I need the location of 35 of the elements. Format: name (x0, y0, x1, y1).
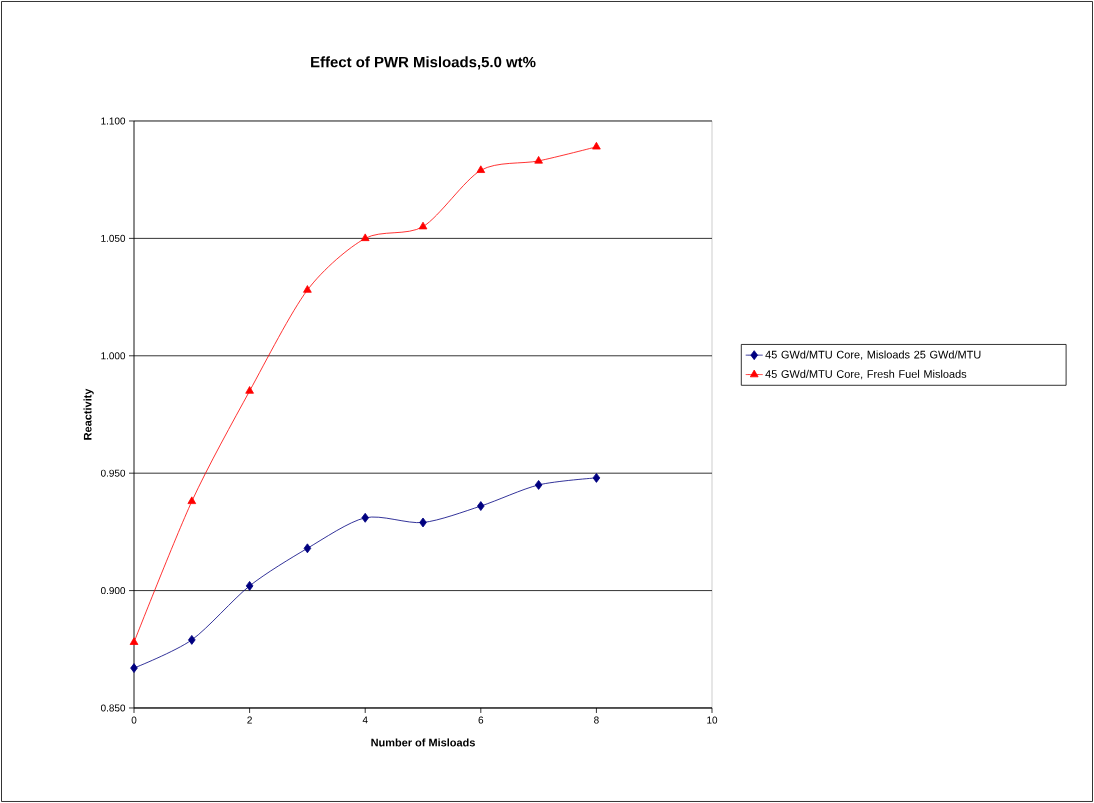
legend-label: 45 GWd/MTU Core, Misloads 25 GWd/MTU (765, 350, 981, 360)
point (303, 543, 312, 554)
point (188, 634, 196, 645)
point (130, 663, 138, 673)
point (361, 512, 369, 523)
point (419, 517, 427, 528)
point (418, 221, 428, 230)
x-tick-label: 8 (594, 716, 599, 724)
legend-label: 45 GWd/MTU Core, Fresh Fuel Misloads (765, 369, 967, 380)
x-axis-title: Number of Misloads (371, 738, 475, 747)
y-tick-label: 1.100 (101, 117, 126, 125)
point (476, 165, 486, 173)
y-tick-label: 0.950 (100, 469, 126, 477)
point (245, 386, 254, 394)
point (129, 637, 139, 645)
x-tick-label: 4 (362, 716, 368, 724)
chart-title: Effect of PWR Misloads,5.0 wt% (311, 56, 536, 70)
y-tick-label: 1.050 (101, 234, 126, 242)
y-tick-label: 0.850 (100, 704, 126, 712)
point (187, 496, 197, 505)
y-tick-label: 0.900 (100, 587, 126, 595)
point (360, 233, 370, 242)
x-tick-label: 10 (707, 716, 718, 724)
point (245, 580, 254, 591)
y-axis-title: Reactivity (83, 388, 94, 440)
point (477, 501, 485, 511)
point (303, 285, 312, 293)
x-tick-label: 0 (131, 716, 137, 724)
point (534, 156, 543, 164)
x-tick-label: 2 (247, 716, 252, 724)
point (592, 472, 601, 483)
point (592, 141, 601, 150)
x-tick-label: 6 (478, 716, 484, 724)
y-tick-label: 1.000 (101, 352, 126, 360)
point (534, 480, 543, 490)
